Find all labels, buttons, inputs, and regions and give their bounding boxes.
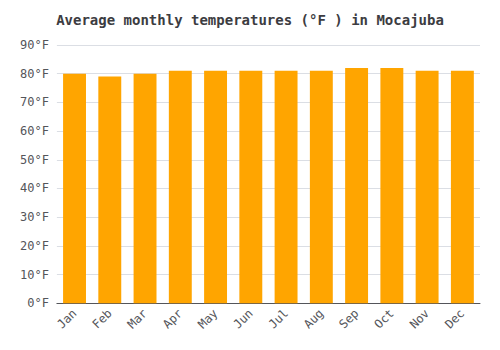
svg-text:Jun: Jun [231, 306, 256, 331]
svg-text:Jul: Jul [266, 306, 291, 331]
svg-text:Average monthly temperatures (: Average monthly temperatures (°F ) in Mo… [56, 12, 444, 28]
svg-text:90°F: 90°F [20, 38, 49, 52]
svg-text:Jan: Jan [54, 306, 79, 331]
svg-text:Aug: Aug [301, 306, 326, 331]
svg-text:May: May [195, 306, 220, 331]
svg-text:Feb: Feb [90, 306, 115, 331]
svg-text:10°F: 10°F [20, 268, 49, 282]
svg-text:Dec: Dec [442, 306, 467, 331]
svg-text:Apr: Apr [160, 306, 185, 331]
svg-text:80°F: 80°F [20, 67, 49, 81]
svg-text:Mar: Mar [125, 306, 150, 331]
svg-text:40°F: 40°F [20, 181, 49, 195]
svg-text:Nov: Nov [407, 306, 432, 331]
svg-text:50°F: 50°F [20, 153, 49, 167]
svg-text:70°F: 70°F [20, 95, 49, 109]
svg-text:20°F: 20°F [20, 239, 49, 253]
svg-text:30°F: 30°F [20, 210, 49, 224]
svg-text:60°F: 60°F [20, 124, 49, 138]
svg-text:Oct: Oct [372, 306, 397, 331]
svg-text:0°F: 0°F [27, 296, 49, 310]
svg-text:Sep: Sep [336, 306, 361, 331]
